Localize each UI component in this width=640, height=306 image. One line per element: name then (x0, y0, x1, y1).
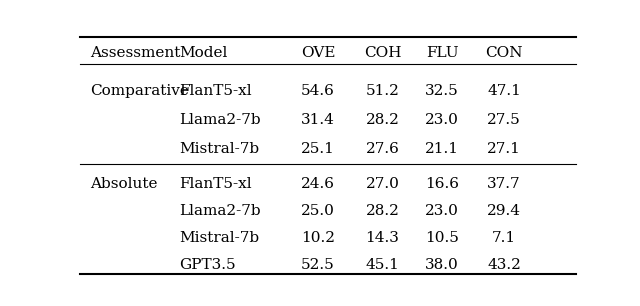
Text: FLU: FLU (426, 46, 458, 60)
Text: COH: COH (364, 46, 401, 60)
Text: 10.2: 10.2 (301, 231, 335, 245)
Text: Llama2-7b: Llama2-7b (179, 113, 261, 127)
Text: Mistral-7b: Mistral-7b (179, 142, 259, 156)
Text: 25.1: 25.1 (301, 142, 335, 156)
Text: OVE: OVE (301, 46, 335, 60)
Text: 28.2: 28.2 (365, 204, 399, 218)
Text: 25.0: 25.0 (301, 204, 335, 218)
Text: 29.4: 29.4 (487, 204, 521, 218)
Text: 14.3: 14.3 (365, 231, 399, 245)
Text: GPT3.5: GPT3.5 (179, 258, 236, 272)
Text: 52.5: 52.5 (301, 258, 335, 272)
Text: Absolute: Absolute (90, 177, 157, 191)
Text: Llama2-7b: Llama2-7b (179, 204, 261, 218)
Text: 43.2: 43.2 (487, 258, 521, 272)
Text: 27.0: 27.0 (365, 177, 399, 191)
Text: 23.0: 23.0 (425, 204, 459, 218)
Text: 10.5: 10.5 (425, 231, 459, 245)
Text: Comparative: Comparative (90, 84, 189, 98)
Text: 27.6: 27.6 (365, 142, 399, 156)
Text: 37.7: 37.7 (487, 177, 521, 191)
Text: 24.6: 24.6 (301, 177, 335, 191)
Text: 45.1: 45.1 (365, 258, 399, 272)
Text: FlanT5-xl: FlanT5-xl (179, 177, 252, 191)
Text: Model: Model (179, 46, 228, 60)
Text: Assessment: Assessment (90, 46, 180, 60)
Text: 27.1: 27.1 (487, 142, 521, 156)
Text: 23.0: 23.0 (425, 113, 459, 127)
Text: 51.2: 51.2 (365, 84, 399, 98)
Text: 27.5: 27.5 (487, 113, 521, 127)
Text: FlanT5-xl: FlanT5-xl (179, 84, 252, 98)
Text: CON: CON (485, 46, 523, 60)
Text: 16.6: 16.6 (425, 177, 459, 191)
Text: 47.1: 47.1 (487, 84, 521, 98)
Text: 28.2: 28.2 (365, 113, 399, 127)
Text: 32.5: 32.5 (425, 84, 459, 98)
Text: 38.0: 38.0 (425, 258, 459, 272)
Text: 31.4: 31.4 (301, 113, 335, 127)
Text: 54.6: 54.6 (301, 84, 335, 98)
Text: 21.1: 21.1 (425, 142, 459, 156)
Text: 7.1: 7.1 (492, 231, 516, 245)
Text: Mistral-7b: Mistral-7b (179, 231, 259, 245)
